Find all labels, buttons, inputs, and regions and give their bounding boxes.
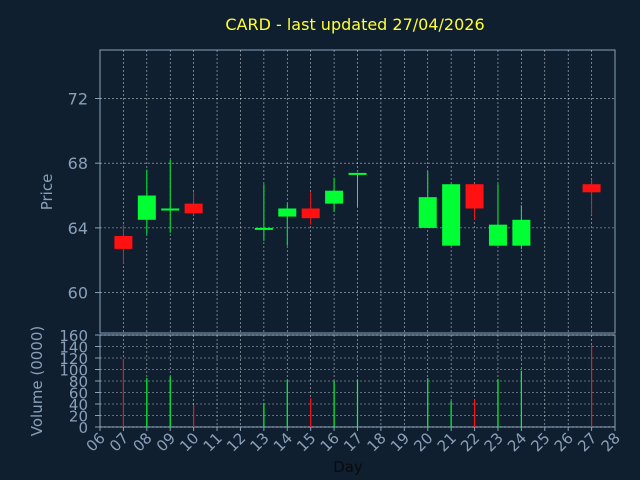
- x-tick-label: 11: [200, 429, 226, 455]
- x-tick-label: 28: [598, 429, 624, 455]
- candle-body: [184, 203, 203, 214]
- candle-body: [442, 184, 461, 246]
- candle-body: [161, 208, 180, 211]
- price-panel: 60 64 68 72 Price: [38, 49, 616, 334]
- price-axis-label: Price: [38, 174, 56, 211]
- x-tick-label: 15: [293, 429, 319, 455]
- volume-axis-label: Volume (0000): [28, 326, 46, 436]
- x-tick-label: 19: [387, 429, 413, 455]
- price-y-tick-label: 64: [68, 219, 88, 238]
- price-y-tick-label: 60: [68, 284, 88, 303]
- x-tick-label: 25: [527, 429, 553, 455]
- x-tick-label: 12: [223, 429, 249, 455]
- candle-body: [278, 208, 297, 217]
- price-y-tick-labels: 60 64 68 72: [68, 90, 100, 303]
- candle-body: [512, 219, 531, 246]
- candle-body: [488, 224, 507, 246]
- volume-y-tick-label: 100: [59, 362, 88, 380]
- x-tick-label: 18: [364, 429, 390, 455]
- x-tick-label: 27: [574, 429, 600, 455]
- x-tick-label: 24: [504, 429, 530, 455]
- volume-y-tick-label: 60: [69, 385, 88, 403]
- candle-body: [114, 235, 133, 249]
- candle-body: [325, 190, 344, 204]
- x-tick-label: 17: [340, 429, 366, 455]
- chart-title: CARD - last updated 27/04/2026: [225, 15, 484, 34]
- x-tick-label: 13: [246, 429, 272, 455]
- volume-y-tick-label: 140: [59, 339, 88, 357]
- x-tick-label: 14: [270, 429, 296, 455]
- x-tick-label: 09: [153, 429, 179, 455]
- candle-body: [348, 172, 367, 175]
- candle-body: [254, 227, 273, 230]
- x-tick-label: 10: [176, 429, 202, 455]
- candle-body: [137, 195, 156, 220]
- x-tick-labels: 0607080910111213141516171819202122232425…: [83, 427, 624, 455]
- x-tick-label: 23: [481, 429, 507, 455]
- price-y-tick-label: 68: [68, 154, 88, 173]
- x-tick-label: 16: [317, 429, 343, 455]
- x-tick-label: 22: [457, 429, 483, 455]
- x-tick-label: 08: [129, 429, 155, 455]
- volume-y-tick-label: 20: [69, 408, 88, 426]
- volume-bars: [122, 345, 593, 427]
- candle-body: [582, 184, 601, 193]
- volume-y-tick-label: 40: [69, 396, 88, 414]
- x-tick-label: 07: [106, 429, 132, 455]
- volume-y-tick-label: 80: [69, 373, 88, 391]
- candle-body: [301, 208, 320, 219]
- volume-y-tick-label: 120: [59, 350, 88, 368]
- candle-body: [465, 184, 484, 209]
- x-axis-label: Day: [333, 458, 363, 476]
- x-tick-label: 26: [551, 429, 577, 455]
- x-tick-label: 20: [410, 429, 436, 455]
- candles: [114, 159, 601, 264]
- volume-y-tick-label: 160: [59, 327, 88, 345]
- volume-y-tick-label: 0: [78, 419, 88, 437]
- x-tick-label: 21: [434, 429, 460, 455]
- price-y-tick-label: 72: [68, 90, 88, 109]
- candle-body: [418, 197, 437, 228]
